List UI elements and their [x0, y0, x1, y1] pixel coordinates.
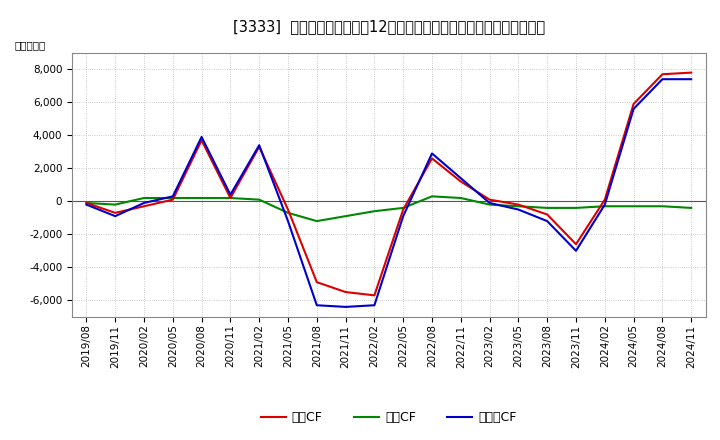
営業CF: [600, 197, 609, 202]
フリーCF: [111, 213, 120, 219]
フリーCF: [572, 248, 580, 253]
投資CF: [456, 195, 465, 201]
Text: [3333]  キャッシュフローの12か月移動合計の対前年同期増減額の推移: [3333] キャッシュフローの12か月移動合計の対前年同期増減額の推移: [233, 19, 545, 34]
営業CF: [140, 204, 148, 209]
フリーCF: [456, 176, 465, 181]
投資CF: [197, 195, 206, 201]
フリーCF: [140, 200, 148, 205]
フリーCF: [226, 192, 235, 197]
Line: 投資CF: 投資CF: [86, 196, 691, 221]
投資CF: [572, 205, 580, 210]
営業CF: [485, 197, 494, 202]
営業CF: [514, 202, 523, 207]
フリーCF: [629, 106, 638, 111]
投資CF: [399, 205, 408, 210]
営業CF: [428, 156, 436, 161]
フリーCF: [168, 194, 177, 199]
投資CF: [284, 210, 292, 216]
投資CF: [543, 205, 552, 210]
投資CF: [111, 202, 120, 207]
フリーCF: [514, 207, 523, 212]
投資CF: [514, 204, 523, 209]
フリーCF: [600, 202, 609, 207]
フリーCF: [485, 200, 494, 205]
営業CF: [370, 293, 379, 298]
投資CF: [341, 213, 350, 219]
営業CF: [341, 290, 350, 295]
フリーCF: [284, 218, 292, 224]
営業CF: [629, 101, 638, 106]
営業CF: [168, 197, 177, 202]
営業CF: [111, 210, 120, 216]
投資CF: [629, 204, 638, 209]
フリーCF: [255, 143, 264, 148]
フリーCF: [312, 303, 321, 308]
営業CF: [197, 138, 206, 143]
営業CF: [82, 200, 91, 205]
投資CF: [255, 197, 264, 202]
投資CF: [82, 200, 91, 205]
営業CF: [543, 212, 552, 217]
投資CF: [600, 204, 609, 209]
営業CF: [658, 72, 667, 77]
フリーCF: [341, 304, 350, 310]
営業CF: [572, 242, 580, 247]
フリーCF: [370, 303, 379, 308]
投資CF: [370, 209, 379, 214]
Text: （百万円）: （百万円）: [15, 40, 46, 50]
フリーCF: [428, 151, 436, 156]
営業CF: [687, 70, 696, 75]
Line: フリーCF: フリーCF: [86, 79, 691, 307]
フリーCF: [197, 134, 206, 139]
営業CF: [226, 195, 235, 201]
Line: 営業CF: 営業CF: [86, 73, 691, 295]
営業CF: [399, 207, 408, 212]
フリーCF: [658, 77, 667, 82]
投資CF: [658, 204, 667, 209]
営業CF: [284, 207, 292, 212]
営業CF: [255, 144, 264, 150]
投資CF: [312, 218, 321, 224]
投資CF: [226, 195, 235, 201]
投資CF: [687, 205, 696, 210]
フリーCF: [82, 202, 91, 207]
投資CF: [168, 195, 177, 201]
フリーCF: [399, 213, 408, 219]
フリーCF: [687, 77, 696, 82]
Legend: 営業CF, 投資CF, フリーCF: 営業CF, 投資CF, フリーCF: [256, 407, 522, 429]
投資CF: [485, 202, 494, 207]
投資CF: [140, 195, 148, 201]
投資CF: [428, 194, 436, 199]
営業CF: [312, 279, 321, 285]
フリーCF: [543, 218, 552, 224]
営業CF: [456, 179, 465, 184]
